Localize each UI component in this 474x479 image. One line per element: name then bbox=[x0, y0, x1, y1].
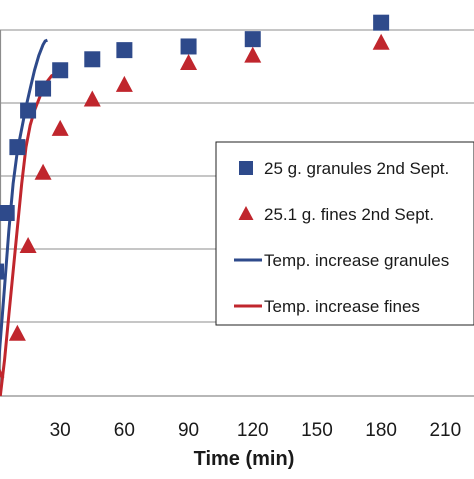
data-point-triangle bbox=[0, 368, 5, 378]
x-tick-label: 180 bbox=[365, 420, 397, 441]
data-point-triangle bbox=[244, 46, 262, 63]
legend-label: 25 g. granules 2nd Sept. bbox=[264, 159, 449, 178]
legend-label: Temp. increase granules bbox=[264, 251, 449, 270]
data-point-triangle bbox=[115, 75, 133, 92]
data-point-triangle bbox=[19, 236, 37, 253]
legend: 25 g. granules 2nd Sept. 25.1 g. fines 2n… bbox=[215, 141, 474, 326]
data-point-triangle bbox=[372, 33, 390, 50]
data-point-triangle bbox=[34, 163, 52, 180]
data-point-square bbox=[9, 139, 26, 156]
data-point-triangle bbox=[51, 119, 69, 136]
data-point-square bbox=[0, 205, 15, 221]
data-point-square bbox=[84, 51, 101, 68]
data-point-square bbox=[244, 31, 261, 48]
legend-marker-square bbox=[239, 161, 253, 175]
legend-label: 25.1 g. fines 2nd Sept. bbox=[264, 205, 434, 224]
legend-marker-triangle bbox=[238, 206, 254, 220]
x-tick-label: 60 bbox=[114, 420, 135, 441]
data-point-triangle bbox=[83, 90, 101, 107]
data-point-square bbox=[373, 14, 390, 31]
data-point-square bbox=[20, 102, 37, 119]
data-point-triangle bbox=[180, 53, 198, 70]
marker-series bbox=[0, 14, 390, 378]
x-tick-label: 150 bbox=[301, 420, 333, 441]
data-point-square bbox=[52, 62, 69, 79]
x-axis-title: Time (min) bbox=[194, 448, 295, 470]
data-point-triangle bbox=[8, 324, 26, 341]
data-point-square bbox=[116, 42, 133, 59]
data-point-square bbox=[180, 38, 197, 55]
data-point-square bbox=[35, 80, 52, 97]
data-point-square bbox=[0, 263, 4, 280]
x-tick-label: 120 bbox=[237, 420, 269, 441]
legend-box bbox=[215, 141, 474, 326]
x-tick-labels: 30 60 90 120 150 180 210 bbox=[50, 420, 462, 441]
x-tick-label: 30 bbox=[50, 420, 71, 441]
x-tick-label: 210 bbox=[429, 420, 461, 441]
x-tick-label: 90 bbox=[178, 420, 199, 441]
legend-label: Temp. increase fines bbox=[264, 297, 420, 316]
